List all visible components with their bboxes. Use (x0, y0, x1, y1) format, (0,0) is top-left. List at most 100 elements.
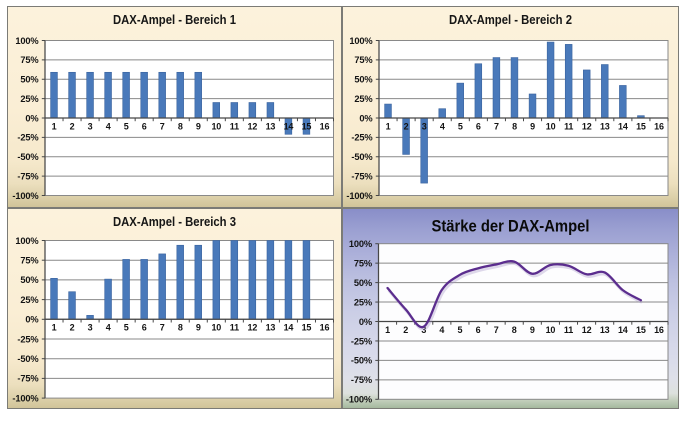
svg-text:100%: 100% (349, 36, 373, 46)
svg-text:-100%: -100% (346, 191, 373, 201)
svg-text:9: 9 (530, 325, 535, 335)
svg-text:25%: 25% (20, 295, 39, 305)
svg-text:4: 4 (439, 325, 444, 335)
svg-text:15: 15 (302, 121, 312, 131)
svg-text:11: 11 (230, 323, 239, 333)
svg-text:6: 6 (476, 121, 481, 131)
svg-text:DAX-Ampel - Bereich 1: DAX-Ampel - Bereich 1 (113, 12, 236, 27)
svg-text:12: 12 (582, 121, 592, 131)
svg-text:-25%: -25% (351, 133, 373, 143)
svg-text:6: 6 (142, 121, 147, 131)
svg-text:10: 10 (546, 325, 556, 335)
svg-text:13: 13 (266, 121, 276, 131)
svg-text:14: 14 (284, 323, 294, 333)
svg-text:8: 8 (512, 121, 517, 131)
svg-text:75%: 75% (20, 256, 39, 266)
svg-text:0%: 0% (25, 315, 39, 325)
svg-text:16: 16 (320, 323, 330, 333)
svg-text:4: 4 (106, 323, 111, 333)
svg-text:-75%: -75% (17, 374, 39, 384)
svg-text:11: 11 (564, 121, 573, 131)
svg-text:7: 7 (160, 121, 165, 131)
svg-text:15: 15 (636, 121, 646, 131)
svg-text:-50%: -50% (351, 356, 373, 366)
svg-text:10: 10 (546, 121, 556, 131)
svg-text:-75%: -75% (17, 171, 39, 181)
svg-text:3: 3 (88, 323, 93, 333)
svg-text:11: 11 (564, 325, 573, 335)
svg-text:8: 8 (178, 121, 183, 131)
svg-text:1: 1 (52, 121, 57, 131)
svg-text:14: 14 (284, 121, 294, 131)
svg-text:7: 7 (160, 323, 165, 333)
svg-text:15: 15 (636, 325, 646, 335)
svg-text:50%: 50% (20, 275, 39, 285)
svg-text:75%: 75% (354, 258, 373, 268)
svg-text:5: 5 (124, 323, 129, 333)
svg-text:1: 1 (385, 325, 390, 335)
svg-text:2: 2 (404, 121, 409, 131)
svg-text:7: 7 (494, 121, 499, 131)
svg-text:1: 1 (386, 121, 391, 131)
svg-text:1: 1 (52, 323, 57, 333)
svg-text:25%: 25% (354, 94, 373, 104)
svg-text:8: 8 (178, 323, 183, 333)
svg-text:14: 14 (618, 325, 628, 335)
svg-text:50%: 50% (354, 278, 373, 288)
svg-text:13: 13 (600, 121, 610, 131)
svg-text:12: 12 (248, 323, 258, 333)
svg-text:4: 4 (106, 121, 111, 131)
svg-text:6: 6 (142, 323, 147, 333)
svg-text:4: 4 (440, 121, 445, 131)
svg-text:0%: 0% (359, 317, 373, 327)
svg-text:7: 7 (494, 325, 499, 335)
svg-text:2: 2 (70, 323, 75, 333)
svg-text:0%: 0% (25, 113, 39, 123)
svg-text:9: 9 (530, 121, 535, 131)
svg-text:-50%: -50% (17, 354, 39, 364)
svg-text:-25%: -25% (17, 334, 39, 344)
svg-text:8: 8 (512, 325, 517, 335)
svg-text:3: 3 (88, 121, 93, 131)
svg-text:DAX-Ampel - Bereich 3: DAX-Ampel - Bereich 3 (113, 214, 236, 229)
svg-text:16: 16 (320, 121, 330, 131)
svg-text:5: 5 (124, 121, 129, 131)
svg-text:16: 16 (654, 121, 664, 131)
svg-text:100%: 100% (349, 239, 373, 249)
svg-text:50%: 50% (20, 75, 39, 85)
svg-text:-75%: -75% (351, 375, 373, 385)
svg-text:10: 10 (211, 121, 221, 131)
svg-text:-100%: -100% (346, 395, 373, 405)
svg-text:15: 15 (302, 323, 312, 333)
svg-text:-25%: -25% (351, 336, 373, 346)
svg-text:9: 9 (196, 121, 201, 131)
svg-text:Stärke der DAX-Ampel: Stärke der DAX-Ampel (432, 218, 590, 236)
svg-text:50%: 50% (354, 75, 373, 85)
svg-text:14: 14 (618, 121, 628, 131)
svg-text:16: 16 (654, 325, 664, 335)
svg-text:6: 6 (476, 325, 481, 335)
svg-text:3: 3 (421, 325, 426, 335)
svg-text:13: 13 (266, 323, 276, 333)
svg-text:2: 2 (70, 121, 75, 131)
svg-text:12: 12 (248, 121, 258, 131)
svg-text:0%: 0% (359, 113, 373, 123)
svg-text:25%: 25% (20, 94, 39, 104)
svg-text:3: 3 (422, 121, 427, 131)
svg-text:10: 10 (211, 323, 221, 333)
svg-text:100%: 100% (15, 36, 39, 46)
svg-text:2: 2 (403, 325, 408, 335)
svg-text:-50%: -50% (17, 152, 39, 162)
svg-text:-50%: -50% (351, 152, 373, 162)
svg-text:-25%: -25% (17, 133, 39, 143)
svg-text:13: 13 (600, 325, 610, 335)
svg-text:-100%: -100% (12, 191, 39, 201)
svg-text:100%: 100% (15, 236, 39, 246)
svg-text:75%: 75% (354, 55, 373, 65)
svg-text:DAX-Ampel - Bereich 2: DAX-Ampel - Bereich 2 (449, 12, 572, 27)
svg-text:9: 9 (196, 323, 201, 333)
svg-text:12: 12 (582, 325, 592, 335)
svg-text:-75%: -75% (351, 171, 373, 181)
svg-text:-100%: -100% (12, 393, 39, 403)
svg-text:11: 11 (230, 121, 239, 131)
